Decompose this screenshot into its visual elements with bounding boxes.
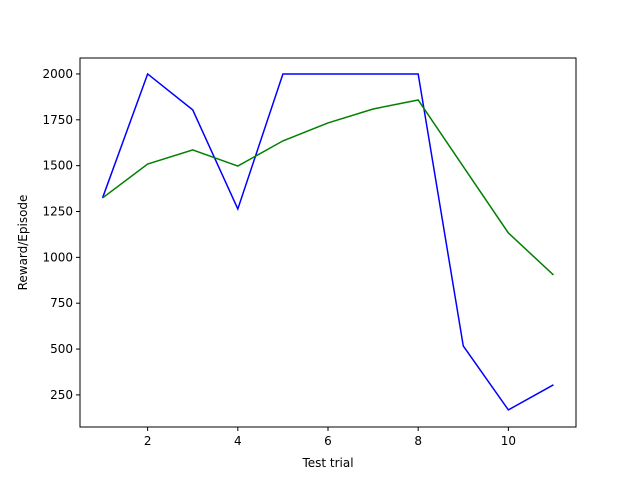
y-tick-label: 1000: [42, 250, 73, 264]
y-tick-label: 2000: [42, 67, 73, 81]
y-tick-label: 1250: [42, 205, 73, 219]
x-axis-label: Test trial: [301, 456, 353, 470]
line-series: [102, 99, 554, 276]
x-tick-label: 8: [414, 434, 422, 448]
y-tick-label: 750: [50, 296, 73, 310]
y-tick-label: 1500: [42, 159, 73, 173]
plot-frame: [79, 57, 577, 428]
y-axis-label: Reward/Episode: [16, 195, 30, 291]
x-tick-label: 2: [144, 434, 152, 448]
x-tick-label: 4: [234, 434, 242, 448]
line-series: [101, 72, 554, 411]
y-tick-label: 500: [50, 342, 73, 356]
x-tick-label: 10: [501, 434, 516, 448]
y-tick-label: 1750: [42, 113, 73, 127]
y-tick-label: 250: [50, 388, 73, 402]
x-tick-label: 6: [324, 434, 332, 448]
